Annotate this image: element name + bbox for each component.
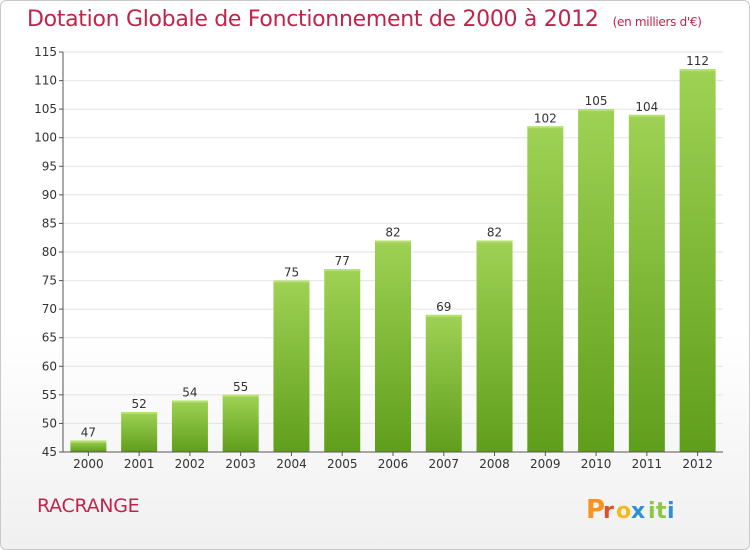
bar xyxy=(425,314,462,452)
bar-highlight xyxy=(679,69,716,72)
bar-highlight xyxy=(425,314,462,317)
x-tick-label: 2010 xyxy=(581,457,612,471)
x-tick-label: 2009 xyxy=(530,457,561,471)
bar-highlight xyxy=(121,412,158,414)
chart-title: Dotation Globale de Fonctionnement de 20… xyxy=(27,7,702,32)
bar-value-label: 102 xyxy=(534,111,557,125)
x-tick-label: 2012 xyxy=(682,457,713,471)
y-tick-label: 55 xyxy=(42,388,57,402)
y-tick-label: 65 xyxy=(42,331,57,345)
y-tick-label: 80 xyxy=(42,245,57,259)
bar-highlight xyxy=(70,440,107,443)
bar xyxy=(273,280,310,452)
bar xyxy=(375,240,411,452)
commune-name: RACRANGE xyxy=(37,495,140,517)
x-tick-label: 2007 xyxy=(428,457,459,471)
bar xyxy=(222,394,259,452)
bar-value-label: 55 xyxy=(233,380,248,394)
y-tick-label: 95 xyxy=(42,159,57,173)
bar-highlight xyxy=(578,109,615,112)
y-tick-label: 90 xyxy=(42,188,57,202)
y-tick-label: 60 xyxy=(42,359,57,373)
x-tick-label: 2006 xyxy=(378,457,409,471)
bar-value-label: 47 xyxy=(81,426,96,440)
logo-letter: P xyxy=(586,495,605,525)
bar-value-label: 82 xyxy=(487,226,502,240)
x-tick-label: 2004 xyxy=(276,457,307,471)
x-tick-label: 2003 xyxy=(225,457,256,471)
x-tick-label: 2002 xyxy=(175,457,206,471)
logo-letter: t xyxy=(656,499,667,524)
y-tick-label: 75 xyxy=(42,274,57,288)
proxiti-logo: Pr o x i t i xyxy=(586,495,675,525)
bar-highlight xyxy=(375,240,411,243)
bar xyxy=(628,114,665,452)
bar-highlight xyxy=(527,126,564,129)
bar xyxy=(578,109,615,453)
bar-value-label: 105 xyxy=(585,94,608,108)
y-tick-label: 105 xyxy=(34,102,57,116)
bar-highlight xyxy=(476,240,513,243)
y-tick-label: 85 xyxy=(42,216,57,230)
bar xyxy=(476,240,513,452)
y-tick-label: 45 xyxy=(42,445,57,459)
logo-letter: r xyxy=(603,499,614,524)
logo-letter: i xyxy=(648,499,656,524)
bar-value-label: 52 xyxy=(132,397,147,411)
bar-value-label: 54 xyxy=(182,386,197,400)
unit-label: (en milliers d'€) xyxy=(612,15,702,29)
x-tick-label: 2005 xyxy=(327,457,358,471)
bar xyxy=(324,269,361,452)
logo-letter: i xyxy=(667,499,675,524)
x-tick-label: 2001 xyxy=(124,457,155,471)
bar-value-label: 112 xyxy=(686,54,709,68)
bars: 47 52 54 55 75 77 82 69 82 102 105 104 112 xyxy=(70,54,716,453)
x-tick-label: 2000 xyxy=(73,457,104,471)
title-text: Dotation Globale de Fonctionnement de 20… xyxy=(27,7,599,32)
y-tick-label: 110 xyxy=(34,74,57,88)
bar xyxy=(171,400,208,452)
bar xyxy=(121,412,158,452)
bar-highlight xyxy=(171,400,208,403)
y-tick-label: 70 xyxy=(42,302,57,316)
bar-value-label: 75 xyxy=(284,266,299,280)
bar-value-label: 77 xyxy=(335,254,350,268)
y-tick-label: 50 xyxy=(42,416,57,430)
bar-highlight xyxy=(628,114,665,117)
bar xyxy=(527,126,564,453)
bar xyxy=(70,440,107,452)
y-tick-label: 115 xyxy=(34,45,57,59)
bar xyxy=(679,69,716,453)
logo-letter: x xyxy=(631,499,645,524)
bar-highlight xyxy=(222,394,259,397)
bar-highlight xyxy=(324,269,361,272)
axes: 45 50 55 60 65 70 75 80 85 90 95 100 105 110 115 2000 20… xyxy=(34,45,723,471)
x-tick-label: 2011 xyxy=(632,457,663,471)
bar-value-label: 104 xyxy=(635,100,658,114)
logo-letter: o xyxy=(616,499,631,524)
x-tick-label: 2008 xyxy=(479,457,510,471)
bar-highlight xyxy=(273,280,310,283)
y-tick-label: 100 xyxy=(34,131,57,145)
bar-value-label: 69 xyxy=(436,300,451,314)
bar-value-label: 82 xyxy=(385,226,400,240)
